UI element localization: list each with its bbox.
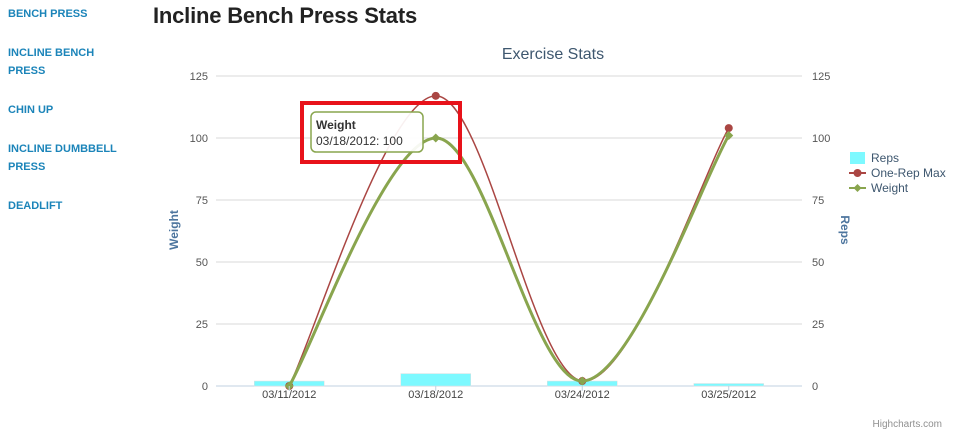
y-left-axis-title: Weight (167, 210, 181, 250)
sidebar-item-chin-up[interactable]: CHIN UP (8, 104, 54, 116)
y-right-tick-label: 75 (812, 195, 824, 207)
series-line (287, 134, 731, 387)
chart-axes: 0 25 50 75 100 125 0 25 50 75 100 125 03/11/2012 03/1… (167, 71, 852, 401)
x-tick-label: 03/25/2012 (701, 389, 756, 401)
y-left-tick-label: 75 (196, 195, 208, 207)
weight-point (724, 131, 734, 141)
legend-label: One-Rep Max (871, 166, 946, 180)
weight-point (577, 376, 587, 386)
legend-label: Reps (871, 151, 899, 165)
reps-column (693, 383, 764, 387)
reps-column (400, 373, 471, 387)
chart-title: Exercise Stats (502, 46, 604, 63)
tooltip-value: 03/18/2012: 100 (316, 134, 403, 148)
x-tick-label: 03/24/2012 (555, 389, 610, 401)
weight-point (431, 133, 441, 143)
y-left-tick-label: 25 (196, 319, 208, 331)
x-tick-label: 03/18/2012 (408, 389, 463, 401)
tooltip-series-name: Weight (316, 118, 356, 132)
y-left-tick-label: 100 (190, 133, 208, 145)
sidebar-item-deadlift[interactable]: DEADLIFT (8, 200, 63, 212)
legend-marker (853, 169, 862, 177)
legend-marker (853, 184, 862, 192)
page-title: Incline Bench Press Stats (153, 3, 417, 28)
y-right-tick-label: 25 (812, 319, 824, 331)
legend-swatch-reps (850, 152, 865, 164)
chart-series-lines (284, 91, 734, 391)
tooltip-box (310, 111, 424, 153)
y-left-tick-label: 125 (190, 71, 208, 83)
y-right-tick-label: 50 (812, 257, 824, 269)
legend-label: Weight (871, 181, 909, 195)
y-right-axis-title: Reps (838, 215, 852, 245)
y-right-tick-label: 125 (812, 71, 830, 83)
highcharts-credits[interactable]: Highcharts.com (872, 419, 942, 430)
y-left-tick-label: 50 (196, 257, 208, 269)
x-tick-label: 03/11/2012 (262, 389, 316, 401)
tooltip-highlight-box (300, 101, 462, 164)
chart-tooltip: Weight 03/18/2012: 100 (300, 101, 462, 164)
sidebar-item-incline-dumbbell-press[interactable]: INCLINE DUMBBELL PRESS (8, 143, 117, 173)
y-left-tick-label: 0 (202, 381, 208, 393)
sidebar-item-incline-bench-press[interactable]: INCLINE BENCH PRESS (8, 47, 95, 77)
one-rep-max-point (431, 91, 440, 100)
one-rep-max-point (724, 124, 733, 133)
sidebar-item-bench-press[interactable]: BENCH PRESS (8, 8, 88, 20)
reps-columns (254, 373, 764, 387)
y-right-tick-label: 0 (812, 381, 818, 393)
y-right-tick-label: 100 (812, 133, 830, 145)
